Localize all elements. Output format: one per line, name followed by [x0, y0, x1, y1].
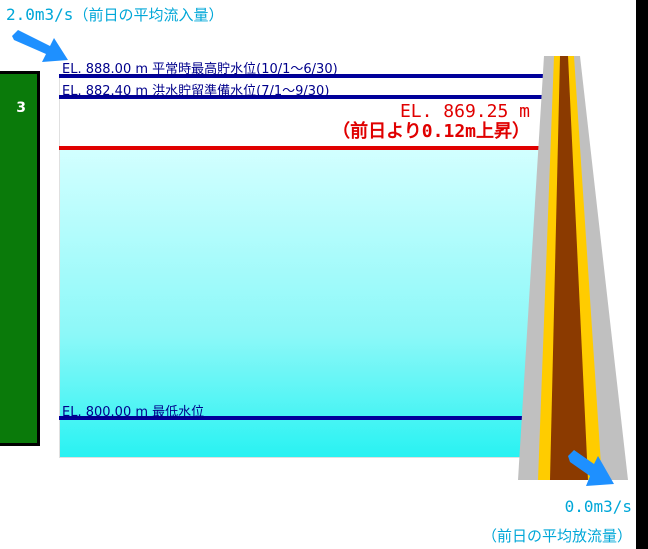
current-level-value: EL. 869.25 m	[399, 101, 530, 122]
current-level-line	[59, 146, 549, 150]
minimum-level-label: EL. 800.00 m 最低水位	[62, 405, 205, 420]
current-level-change: （前日より0.12m上昇）	[332, 121, 530, 142]
outflow-caption: （前日の平均放流量）	[481, 527, 632, 545]
right-edge-bar	[636, 0, 648, 549]
minimum-level-line	[59, 416, 549, 420]
outflow-value: 0.0m3/s	[564, 497, 632, 516]
arrow-right-down-icon	[12, 30, 68, 62]
normal-max-level-line	[59, 74, 549, 78]
flood-reserve-level-line	[59, 95, 549, 99]
left-info-panel	[0, 71, 40, 446]
inflow-value: 2.0m3/s	[6, 5, 74, 24]
inflow-caption: （前日の平均流入量）	[73, 6, 224, 24]
reservoir-water	[59, 150, 549, 458]
arrow-right-down-icon	[568, 450, 614, 486]
dam-core	[550, 56, 588, 480]
dam-cross-section	[518, 56, 628, 480]
inflow-label: 2.0m3/s（前日の平均流入量）	[6, 4, 223, 25]
flood-reserve-level-label: EL. 882.40 m 洪水貯留準備水位(7/1～9/30)	[62, 84, 330, 99]
left-panel-text: 3	[16, 100, 26, 116]
normal-max-level-label: EL. 888.00 m 平常時最高貯水位(10/1～6/30)	[62, 62, 338, 77]
